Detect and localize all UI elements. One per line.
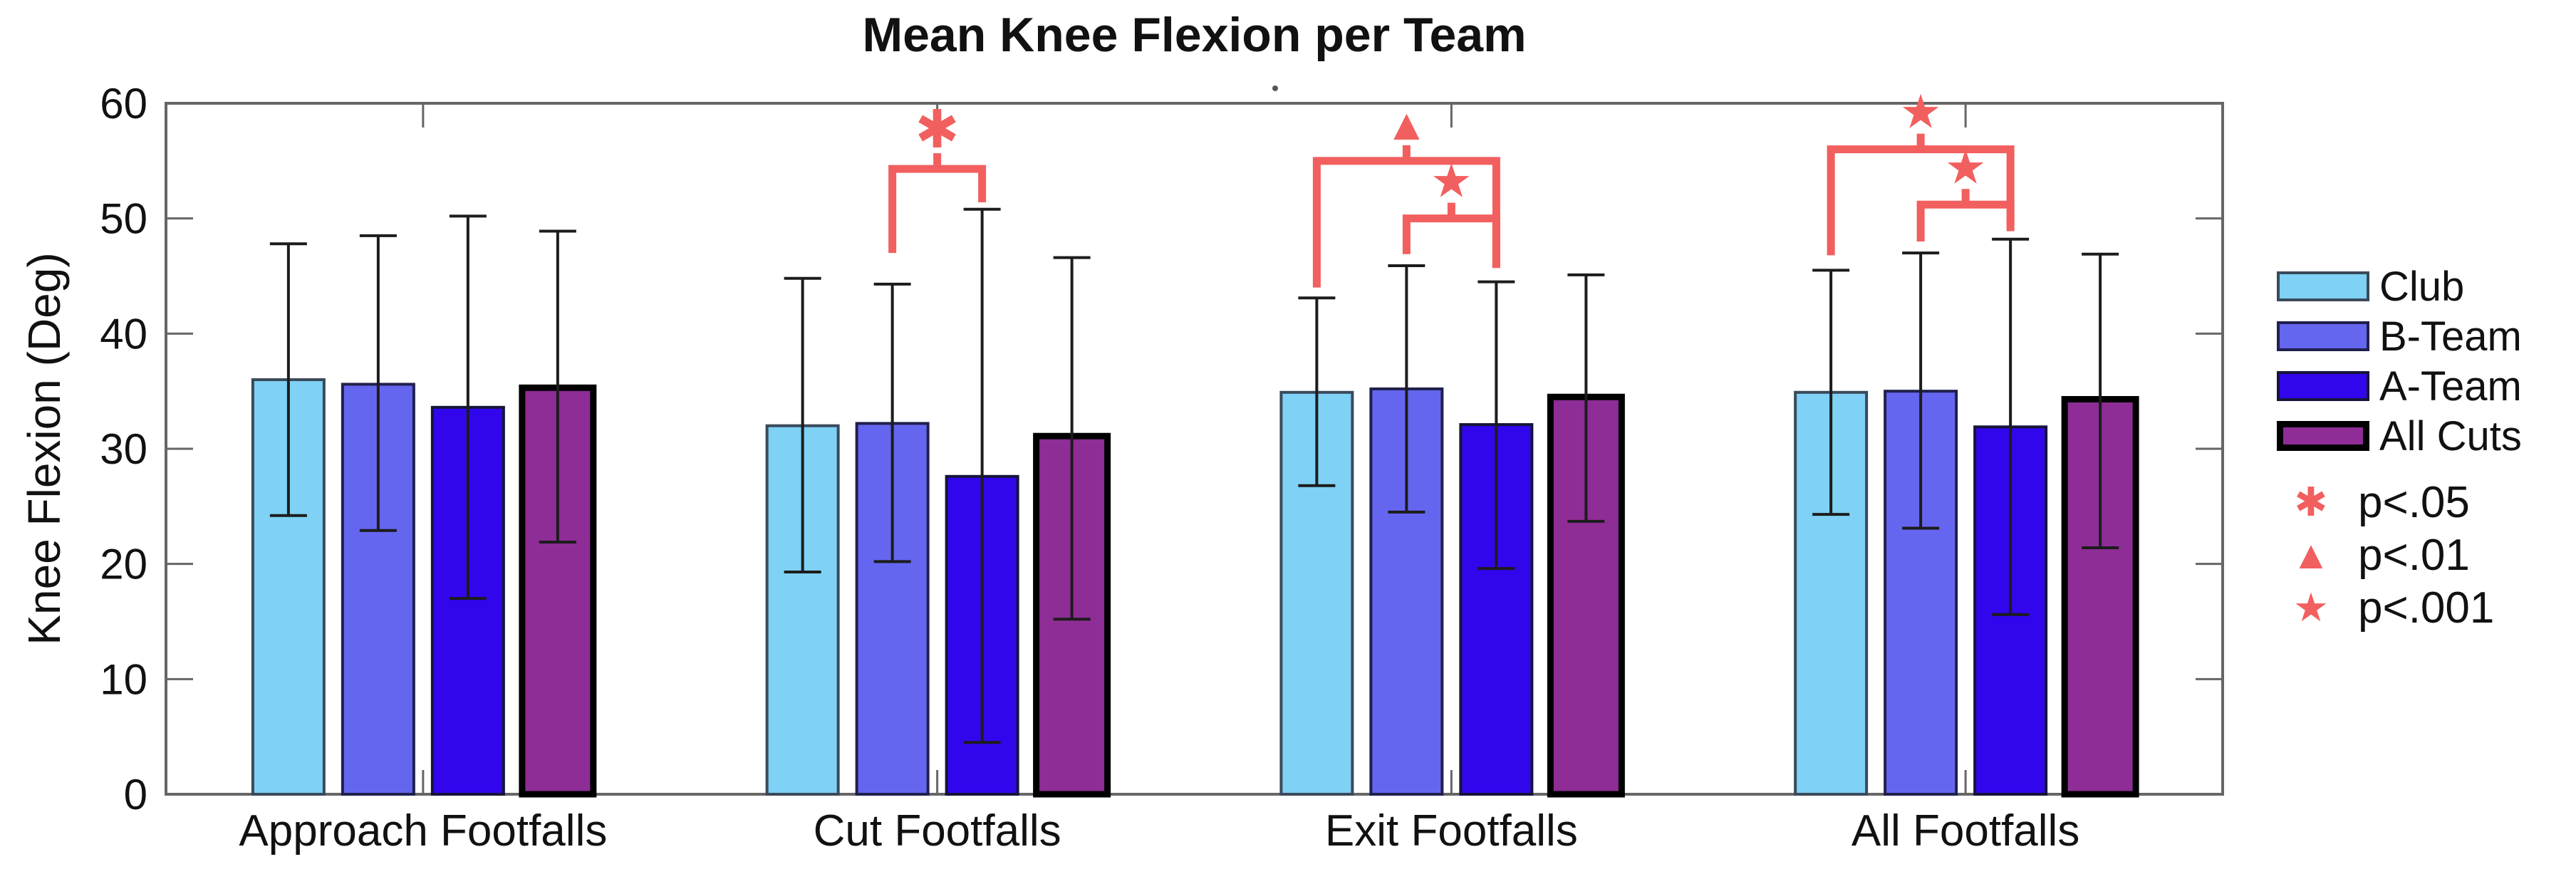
legend-swatch-a-team — [2277, 371, 2369, 401]
legend: Club B-Team A-Team All Cuts ✱ p<.05 ▲ p<.01 ★ p<.… — [2277, 264, 2522, 634]
x-category-label-all-footfalls: All Footfalls — [1852, 806, 2079, 856]
legend-label: A-Team — [2379, 363, 2522, 410]
legend-item-club: Club — [2277, 264, 2522, 310]
legend-item-all-cuts: All Cuts — [2277, 413, 2522, 459]
chart-title: Mean Knee Flexion per Team — [862, 8, 1527, 62]
y-tick-label: 50 — [100, 195, 147, 243]
y-tick-label: 10 — [100, 655, 147, 703]
legend-label: All Cuts — [2379, 412, 2522, 459]
significance-marker-icon: ▲ — [2291, 532, 2331, 577]
y-tick-label: 0 — [124, 771, 147, 818]
significance-symbol-p-05: ✱ — [915, 100, 960, 159]
legend-swatch-b-team — [2277, 321, 2369, 351]
significance-legend-label: p<.001 — [2358, 583, 2495, 633]
significance-legend-label: p<.05 — [2358, 477, 2470, 527]
y-tick-label: 20 — [100, 541, 147, 588]
significance-marker-icon: ★ — [2292, 585, 2330, 630]
legend-swatch-club — [2277, 271, 2369, 301]
significance-legend-item-p-01: ▲ p<.01 — [2277, 529, 2522, 581]
legend-item-b-team: B-Team — [2277, 313, 2522, 360]
significance-bracket-b-team-vs-a-team-exit-footfalls — [1402, 214, 1500, 269]
x-category-label-exit-footfalls: Exit Footfalls — [1325, 806, 1578, 856]
bar-all-cuts-all-footfalls — [2061, 395, 2139, 798]
significance-symbol-p-01: ▲ — [1385, 100, 1428, 150]
significance-bracket-club-vs-a-team-all-footfalls — [1827, 145, 2015, 256]
significance-bracket-b-team-vs-a-team-cut-footfalls — [888, 165, 987, 254]
x-category-label-approach-footfalls: Approach Footfalls — [239, 806, 607, 856]
significance-legend-item-p-001: ★ p<.001 — [2277, 581, 2522, 634]
legend-label: Club — [2379, 263, 2465, 310]
x-category-label-cut-footfalls: Cut Footfalls — [814, 806, 1061, 856]
y-tick-label: 40 — [100, 310, 147, 358]
y-tick-label: 60 — [100, 80, 147, 128]
significance-symbol-p-001: ★ — [1900, 85, 1942, 138]
y-tick-label: 30 — [100, 425, 147, 473]
legend-swatch-all-cuts — [2277, 421, 2369, 451]
significance-symbol-p-001: ★ — [1945, 140, 1987, 193]
significance-legend: ✱ p<.05 ▲ p<.01 ★ p<.001 — [2277, 476, 2522, 634]
significance-symbol-p-001: ★ — [1430, 155, 1473, 207]
significance-legend-label: p<.01 — [2358, 530, 2470, 580]
significance-legend-item-p-05: ✱ p<.05 — [2277, 476, 2522, 529]
legend-label: B-Team — [2379, 313, 2522, 360]
legend-item-a-team: A-Team — [2277, 363, 2522, 410]
significance-bracket-b-team-vs-a-team-all-footfalls — [1916, 200, 2015, 241]
stray-dot — [1272, 85, 1278, 91]
significance-marker-icon: ✱ — [2294, 479, 2328, 524]
